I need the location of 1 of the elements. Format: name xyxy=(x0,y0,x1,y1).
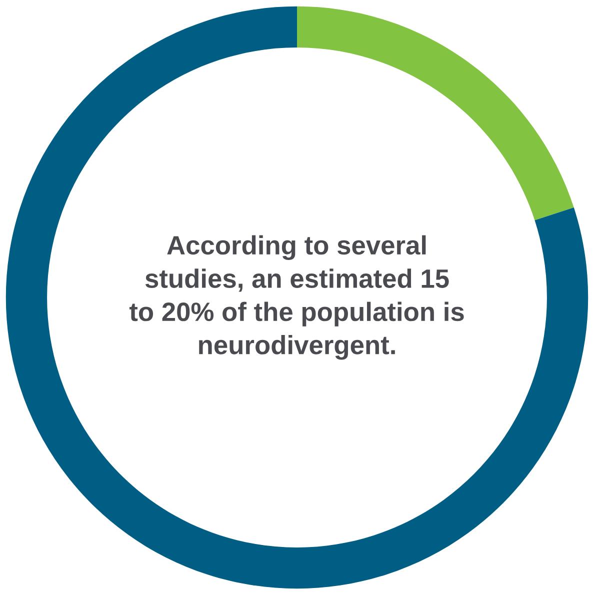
text: According to several studies, an estimated 15 to 20% of the population is neurodivergent. xyxy=(129,235,464,360)
